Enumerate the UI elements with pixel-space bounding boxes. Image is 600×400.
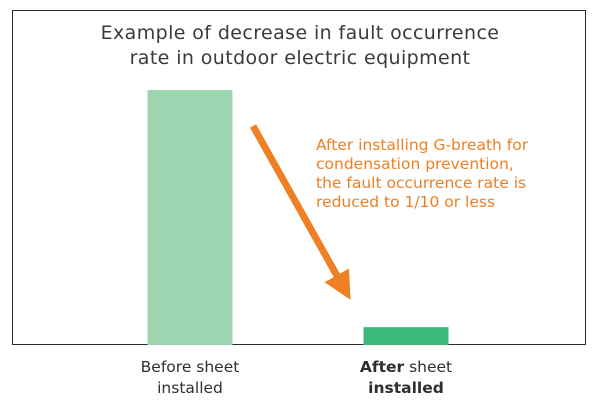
x-tick-label-before: Before sheet installed [110,357,270,399]
x-tick-label-after: After sheet installed [326,357,486,399]
x-tick-before-line-1: Before sheet [140,358,240,376]
x-tick-after-rest: sheet [404,358,453,376]
chart-title-line-1: Example of decrease in fault occurrence [100,22,500,44]
chart-title-line-2: rate in outdoor electric equipment [129,47,471,69]
annotation-line-3: the fault occurrence rate is [316,174,527,192]
x-tick-after-bold-word: After [359,358,405,376]
x-tick-after-line-2: installed [368,379,444,397]
chart-frame [12,10,586,345]
bar-after [363,327,449,345]
bar-before [147,90,233,345]
x-tick-before-line-2: installed [157,379,223,397]
annotation-line-1: After installing G-breath for [316,136,529,154]
trend-arrow [249,124,351,300]
annotation-line-2: condensation prevention, [316,155,514,173]
annotation-line-4: reduced to 1/10 or less [316,193,496,211]
x-tick-after-line-1: After sheet [326,357,486,378]
